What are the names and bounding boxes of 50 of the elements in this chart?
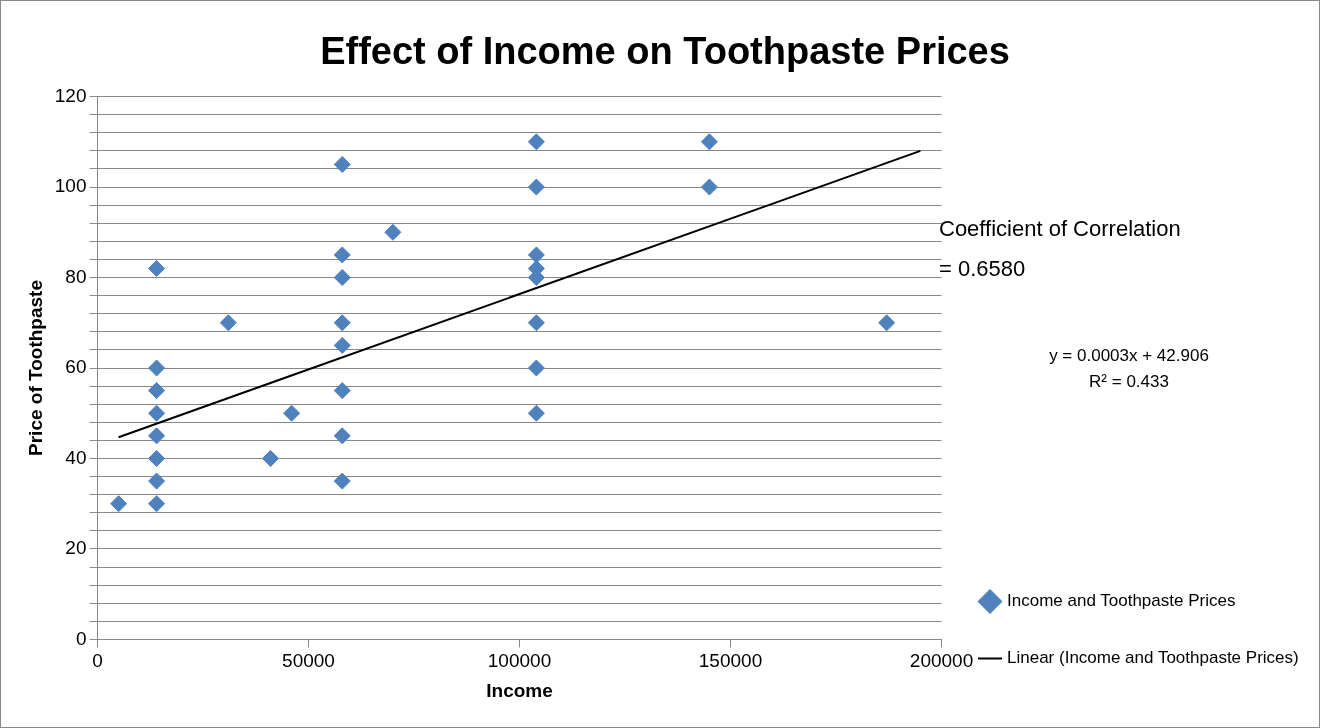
point bbox=[148, 427, 166, 445]
point bbox=[527, 133, 545, 151]
y-tick-label: 40 bbox=[65, 446, 87, 468]
x-tick-label: 0 bbox=[92, 650, 103, 672]
point bbox=[333, 314, 351, 332]
point bbox=[148, 495, 166, 513]
point bbox=[110, 495, 128, 513]
point bbox=[148, 259, 166, 277]
point bbox=[527, 359, 545, 377]
text: y = 0.0003x + 42.906 bbox=[1049, 346, 1209, 365]
chart-title: Effect of Income on Toothpaste Prices bbox=[320, 30, 1010, 73]
point bbox=[148, 449, 166, 467]
point bbox=[333, 382, 351, 400]
point bbox=[527, 246, 545, 264]
x-tick-label: 100000 bbox=[487, 650, 552, 672]
point bbox=[527, 178, 545, 196]
point bbox=[262, 449, 280, 467]
x-tick-label: 50000 bbox=[282, 650, 335, 672]
point bbox=[700, 178, 718, 196]
point bbox=[333, 336, 351, 354]
point bbox=[527, 314, 545, 332]
point bbox=[333, 155, 351, 173]
y-tick-label: 0 bbox=[75, 627, 87, 649]
x-tick-label: 200000 bbox=[909, 650, 974, 672]
legend-label: Linear (Income and Toothpaste Prices) bbox=[1007, 648, 1299, 668]
point bbox=[333, 472, 351, 490]
x-tick-label: 150000 bbox=[698, 650, 763, 672]
point bbox=[527, 404, 545, 422]
point bbox=[878, 314, 896, 332]
y-tick-label: 100 bbox=[54, 175, 87, 197]
y-tick-label: 60 bbox=[65, 356, 87, 378]
point bbox=[219, 314, 237, 332]
point bbox=[333, 246, 351, 264]
point bbox=[148, 472, 166, 490]
annotation: Coefficient of Correlation = 0.6580 bbox=[939, 216, 1181, 281]
point bbox=[148, 404, 166, 422]
point bbox=[148, 382, 166, 400]
x-axis-title: Income bbox=[486, 679, 553, 701]
y-tick-label: 120 bbox=[54, 84, 87, 106]
point bbox=[148, 359, 166, 377]
point bbox=[700, 133, 718, 151]
point bbox=[283, 404, 301, 422]
point bbox=[333, 427, 351, 445]
text: R² = 0.433 bbox=[1089, 372, 1169, 391]
legend-label: Income and Toothpaste Prices bbox=[1007, 591, 1236, 611]
y-tick-label: 20 bbox=[65, 537, 87, 559]
y-axis-title: Price of Toothpaste bbox=[24, 280, 46, 456]
point bbox=[384, 223, 402, 241]
point bbox=[333, 269, 351, 287]
y-tick-label: 80 bbox=[65, 265, 87, 287]
